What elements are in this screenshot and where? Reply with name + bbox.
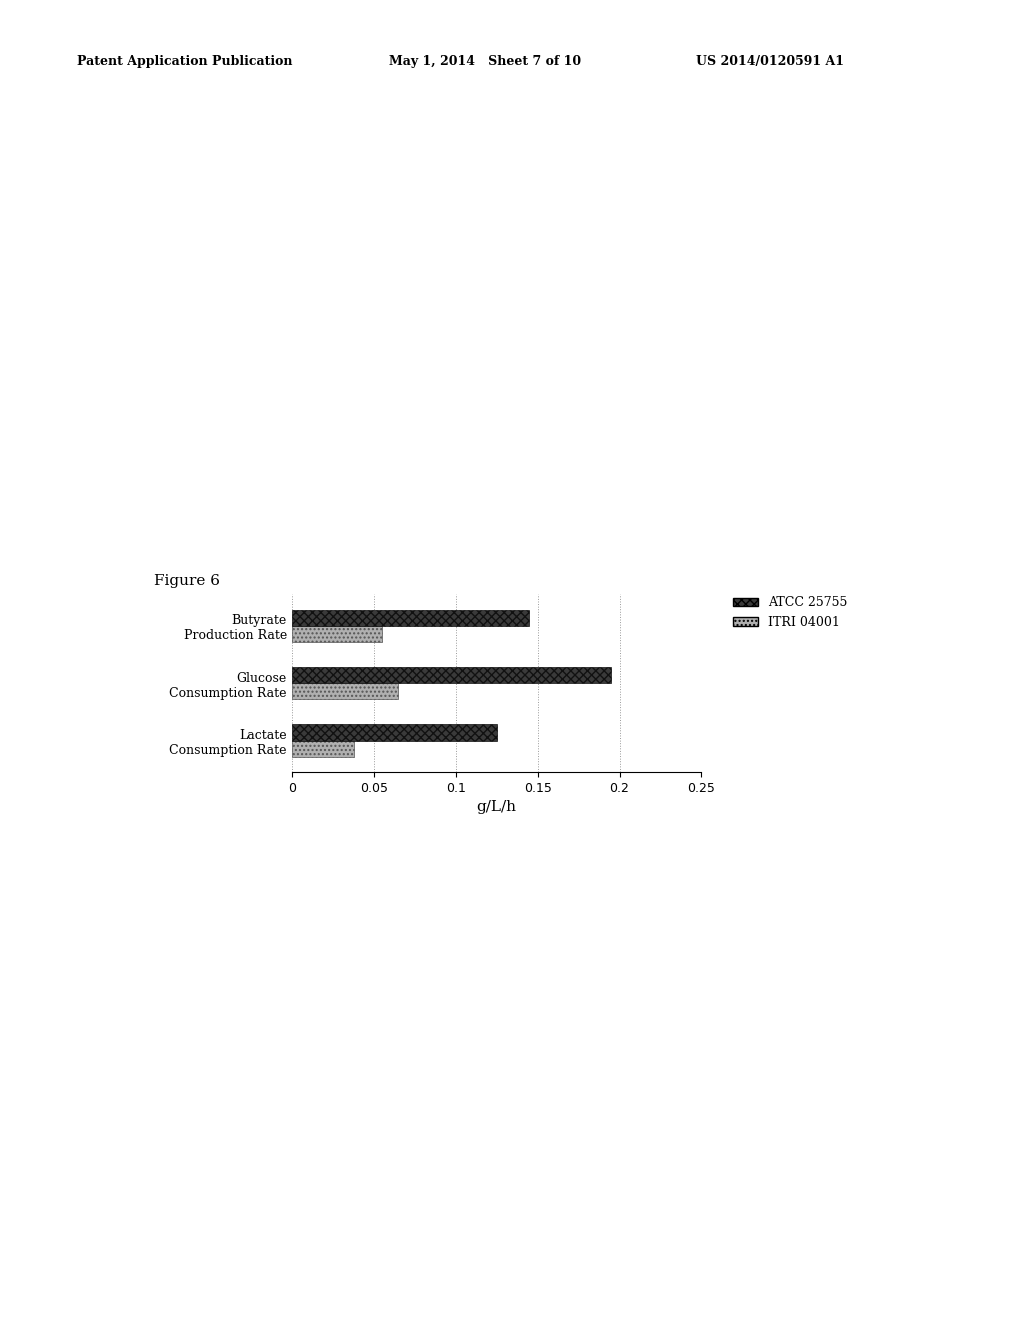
Text: Figure 6: Figure 6 <box>154 574 219 589</box>
Legend: ATCC 25755, ITRI 04001: ATCC 25755, ITRI 04001 <box>728 591 853 634</box>
Text: US 2014/0120591 A1: US 2014/0120591 A1 <box>696 55 845 69</box>
Bar <box>292 741 354 756</box>
Bar <box>292 682 398 700</box>
X-axis label: g/L/h: g/L/h <box>476 800 517 814</box>
Bar <box>292 725 497 741</box>
Bar <box>292 667 611 682</box>
Text: Patent Application Publication: Patent Application Publication <box>77 55 292 69</box>
Bar <box>292 610 529 626</box>
Text: May 1, 2014   Sheet 7 of 10: May 1, 2014 Sheet 7 of 10 <box>389 55 582 69</box>
Bar <box>292 626 382 642</box>
